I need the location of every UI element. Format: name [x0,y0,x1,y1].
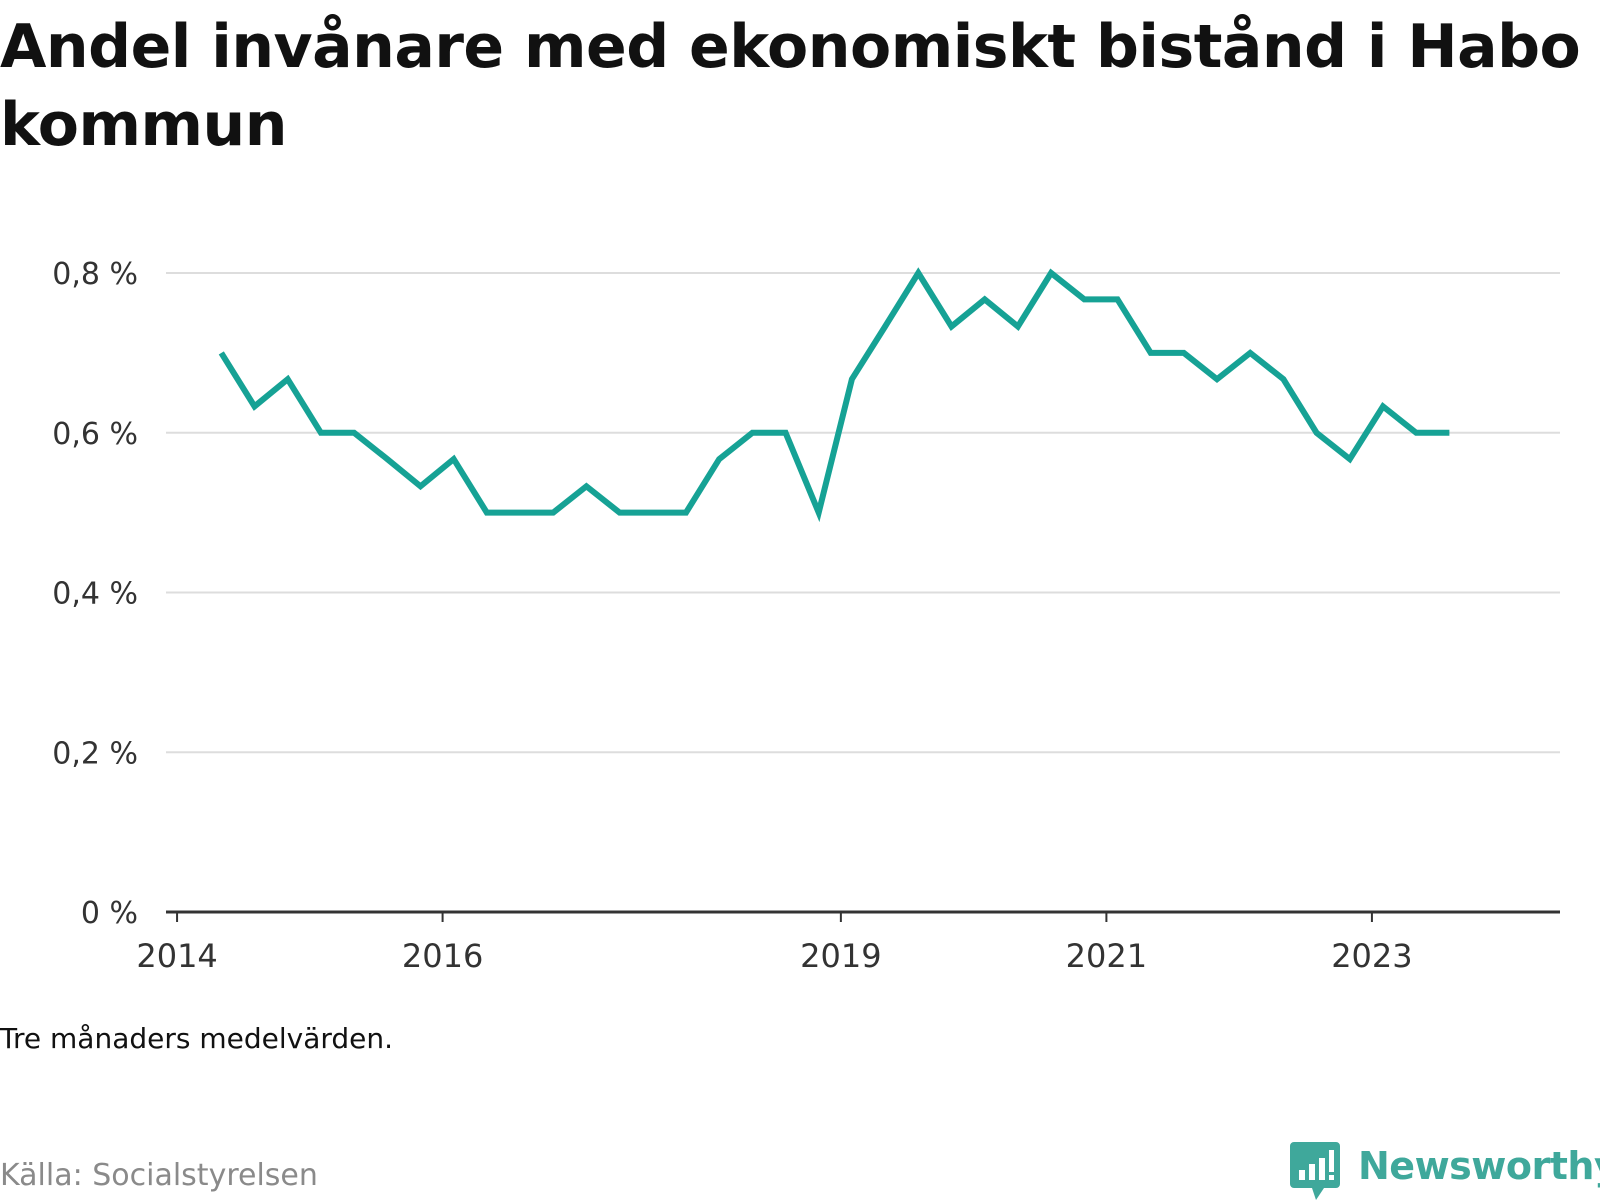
data-point [1280,376,1286,382]
data-point [1081,296,1087,302]
data-point [351,430,357,436]
data-point [517,510,523,516]
bar-2 [1309,1164,1315,1180]
series-line [218,267,1450,523]
data-point [982,296,988,302]
data-point [683,510,689,516]
x-tick-label: 2021 [1066,937,1147,975]
data-point [882,324,888,330]
brand-name: Newsworthy [1358,1144,1600,1188]
series-group [218,267,1452,523]
chart-title: Andel invånare med ekonomiskt bistånd i … [0,12,1581,160]
data-point [1015,324,1021,330]
data-point [1314,430,1320,436]
data-point [1115,296,1121,302]
data-point [1181,350,1187,356]
data-point [218,350,224,356]
bar-dot [1329,1175,1334,1180]
data-point [617,510,623,516]
data-point [285,376,291,382]
data-point [1048,270,1054,276]
x-tick-label: 2019 [800,937,881,975]
data-point [783,430,789,436]
data-point [418,483,424,489]
data-point [1347,456,1353,462]
data-point [1247,350,1253,356]
gridlines [166,272,1560,754]
data-point [1446,430,1452,436]
data-point [849,376,855,382]
y-tick-label: 0,6 % [52,417,138,452]
data-point [318,430,324,436]
y-axis-ticks: 0 % 0,2 % 0,4 % 0,6 % 0,8 % [52,257,138,931]
y-tick-label: 0,2 % [52,736,138,771]
data-point [949,324,955,330]
chart-note: Tre månaders medelvärden. [0,1022,394,1055]
bar-3 [1319,1158,1325,1180]
data-point [1214,376,1220,382]
line-chart: 0 % 0,2 % 0,4 % 0,6 % 0,8 % 2014 2016 2019 2021… [52,257,1560,975]
x-axis: 2014 2016 2019 2021 2023 [136,910,1560,975]
data-point [1380,403,1386,409]
data-point [915,270,921,276]
bar-1 [1299,1170,1305,1180]
x-tick-label: 2016 [402,937,483,975]
y-tick-label: 0 % [81,896,138,931]
y-tick-label: 0,4 % [52,577,138,612]
data-point [451,456,457,462]
newsworthy-logo: Newsworthy [1290,1140,1600,1200]
data-point [583,483,589,489]
bar-chart-speech-bubble-icon [1290,1142,1340,1200]
data-point [816,510,822,516]
data-point [716,456,722,462]
source-credit: Källa: Socialstyrelsen [0,1158,318,1193]
x-tick-label: 2023 [1331,937,1412,975]
data-point [550,510,556,516]
data-point [1413,430,1419,436]
data-point [1148,350,1154,356]
data-point [252,403,258,409]
data-point [650,510,656,516]
data-point [384,456,390,462]
data-point [484,510,490,516]
data-point [749,430,755,436]
bar-4 [1329,1150,1334,1172]
y-tick-label: 0,8 % [52,257,138,292]
x-tick-label: 2014 [136,937,217,975]
